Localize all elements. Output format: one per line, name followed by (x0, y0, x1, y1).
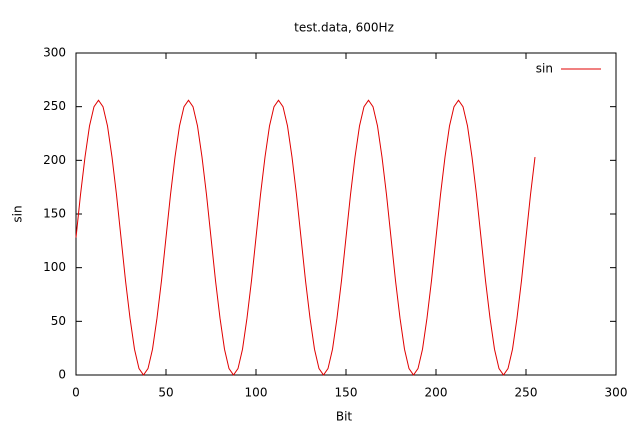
y-tick-label: 250 (43, 99, 66, 113)
y-tick-label: 200 (43, 153, 66, 167)
y-tick-label: 100 (43, 260, 66, 274)
x-tick-label: 50 (158, 386, 173, 400)
line-series (75, 99, 536, 376)
legend-label: sin (536, 62, 553, 76)
x-tick-label: 0 (72, 386, 80, 400)
x-tick-label: 250 (515, 386, 538, 400)
y-axis-label: sin (11, 205, 25, 222)
x-tick-label: 300 (605, 386, 628, 400)
x-tick-label: 150 (335, 386, 358, 400)
x-tick-label: 100 (245, 386, 268, 400)
y-tick-label: 0 (58, 368, 66, 382)
chart-title: test.data, 600Hz (294, 21, 394, 35)
y-tick-label: 300 (43, 46, 66, 60)
x-axis-label: Bit (336, 410, 353, 424)
y-tick-label: 50 (51, 314, 66, 328)
x-tick-label: 200 (425, 386, 448, 400)
y-tick-label: 150 (43, 207, 66, 221)
